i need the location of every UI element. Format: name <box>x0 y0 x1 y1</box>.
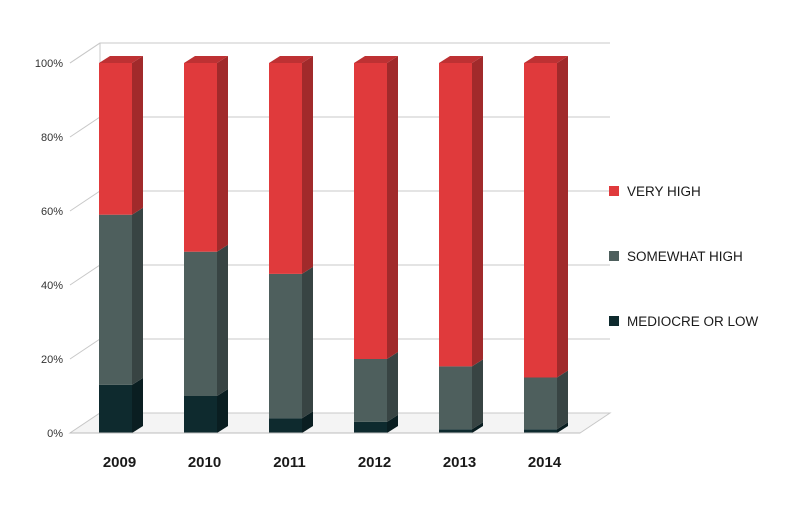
bar-side-very-high <box>132 56 143 215</box>
y-tick-label: 100% <box>35 58 63 70</box>
x-category-label: 2009 <box>103 454 136 471</box>
bar-segment-somewhat-high <box>269 273 302 419</box>
legend-swatch-mediocre-or-low <box>609 316 619 326</box>
x-category-label: 2010 <box>188 454 221 471</box>
bar-top-very-high <box>524 56 568 63</box>
bar-segment-very-high <box>354 63 387 359</box>
bar-stack-2009 <box>99 56 143 433</box>
bar-top-very-high <box>269 56 313 63</box>
bar-segment-somewhat-high <box>354 359 387 422</box>
gridline <box>69 42 610 64</box>
bar-stack-2011 <box>269 56 313 433</box>
bar-side-mediocre-or-low <box>302 411 313 433</box>
axis-layer: 0% 20% 40% 60% 80% 100% 2009 2010 2011 2012 2013 20… <box>35 58 580 471</box>
legend-swatch-somewhat-high <box>609 251 619 261</box>
bar-top-very-high <box>354 56 398 63</box>
bar-segment-very-high <box>439 63 472 367</box>
bar-side-very-high <box>302 56 313 274</box>
x-category-label: 2012 <box>358 454 391 471</box>
bar-side-very-high <box>387 56 398 359</box>
y-tick-label: 40% <box>41 280 63 292</box>
bar-segment-mediocre-or-low <box>524 429 557 433</box>
bar-side-somewhat-high <box>132 207 143 385</box>
bar-side-mediocre-or-low <box>132 377 143 433</box>
bar-top-very-high <box>99 56 143 63</box>
bar-top-very-high <box>439 56 483 63</box>
y-tick-label: 20% <box>41 354 63 366</box>
y-tick-label: 0% <box>47 428 63 440</box>
bar-side-mediocre-or-low <box>387 414 398 433</box>
y-tick-label: 60% <box>41 206 63 218</box>
bar-segment-very-high <box>184 63 217 252</box>
bar-segment-very-high <box>524 63 557 378</box>
bars-layer <box>99 56 568 433</box>
bar-side-somewhat-high <box>217 244 228 396</box>
legend-swatch-very-high <box>609 186 619 196</box>
bar-side-somewhat-high <box>387 352 398 422</box>
x-category-label: 2013 <box>443 454 476 471</box>
x-category-label: 2011 <box>273 454 306 471</box>
bar-segment-mediocre-or-low <box>354 421 387 433</box>
bar-side-mediocre-or-low <box>217 389 228 433</box>
bar-segment-mediocre-or-low <box>184 396 217 433</box>
bar-side-mediocre-or-low <box>472 422 483 433</box>
bar-segment-somewhat-high <box>524 377 557 430</box>
bar-stack-2012 <box>354 56 398 433</box>
legend-label-very-high: VERY HIGH <box>627 184 701 199</box>
bar-side-very-high <box>557 56 568 378</box>
bar-segment-somewhat-high <box>99 214 132 385</box>
y-tick-label: 80% <box>41 132 63 144</box>
bar-segment-very-high <box>99 63 132 215</box>
bar-side-somewhat-high <box>302 266 313 419</box>
bar-side-somewhat-high <box>472 359 483 430</box>
bar-stack-2014 <box>524 56 568 433</box>
bar-side-very-high <box>472 56 483 367</box>
legend-label-somewhat-high: SOMEWHAT HIGH <box>627 249 743 264</box>
bar-segment-mediocre-or-low <box>99 384 132 433</box>
bar-segment-mediocre-or-low <box>269 418 302 433</box>
bar-stack-2010 <box>184 56 228 433</box>
x-category-label: 2014 <box>528 454 562 471</box>
bar-segment-somewhat-high <box>184 251 217 396</box>
bar-top-very-high <box>184 56 228 63</box>
bar-stack-2013 <box>439 56 483 433</box>
bar-side-mediocre-or-low <box>557 422 568 433</box>
bar-segment-mediocre-or-low <box>439 429 472 433</box>
bar-side-very-high <box>217 56 228 252</box>
bar-segment-very-high <box>269 63 302 274</box>
bar-side-somewhat-high <box>557 370 568 430</box>
legend-label-mediocre-or-low: MEDIOCRE OR LOW <box>627 314 759 329</box>
bar-segment-somewhat-high <box>439 366 472 430</box>
legend: VERY HIGH SOMEWHAT HIGH MEDIOCRE OR LOW <box>609 184 759 329</box>
